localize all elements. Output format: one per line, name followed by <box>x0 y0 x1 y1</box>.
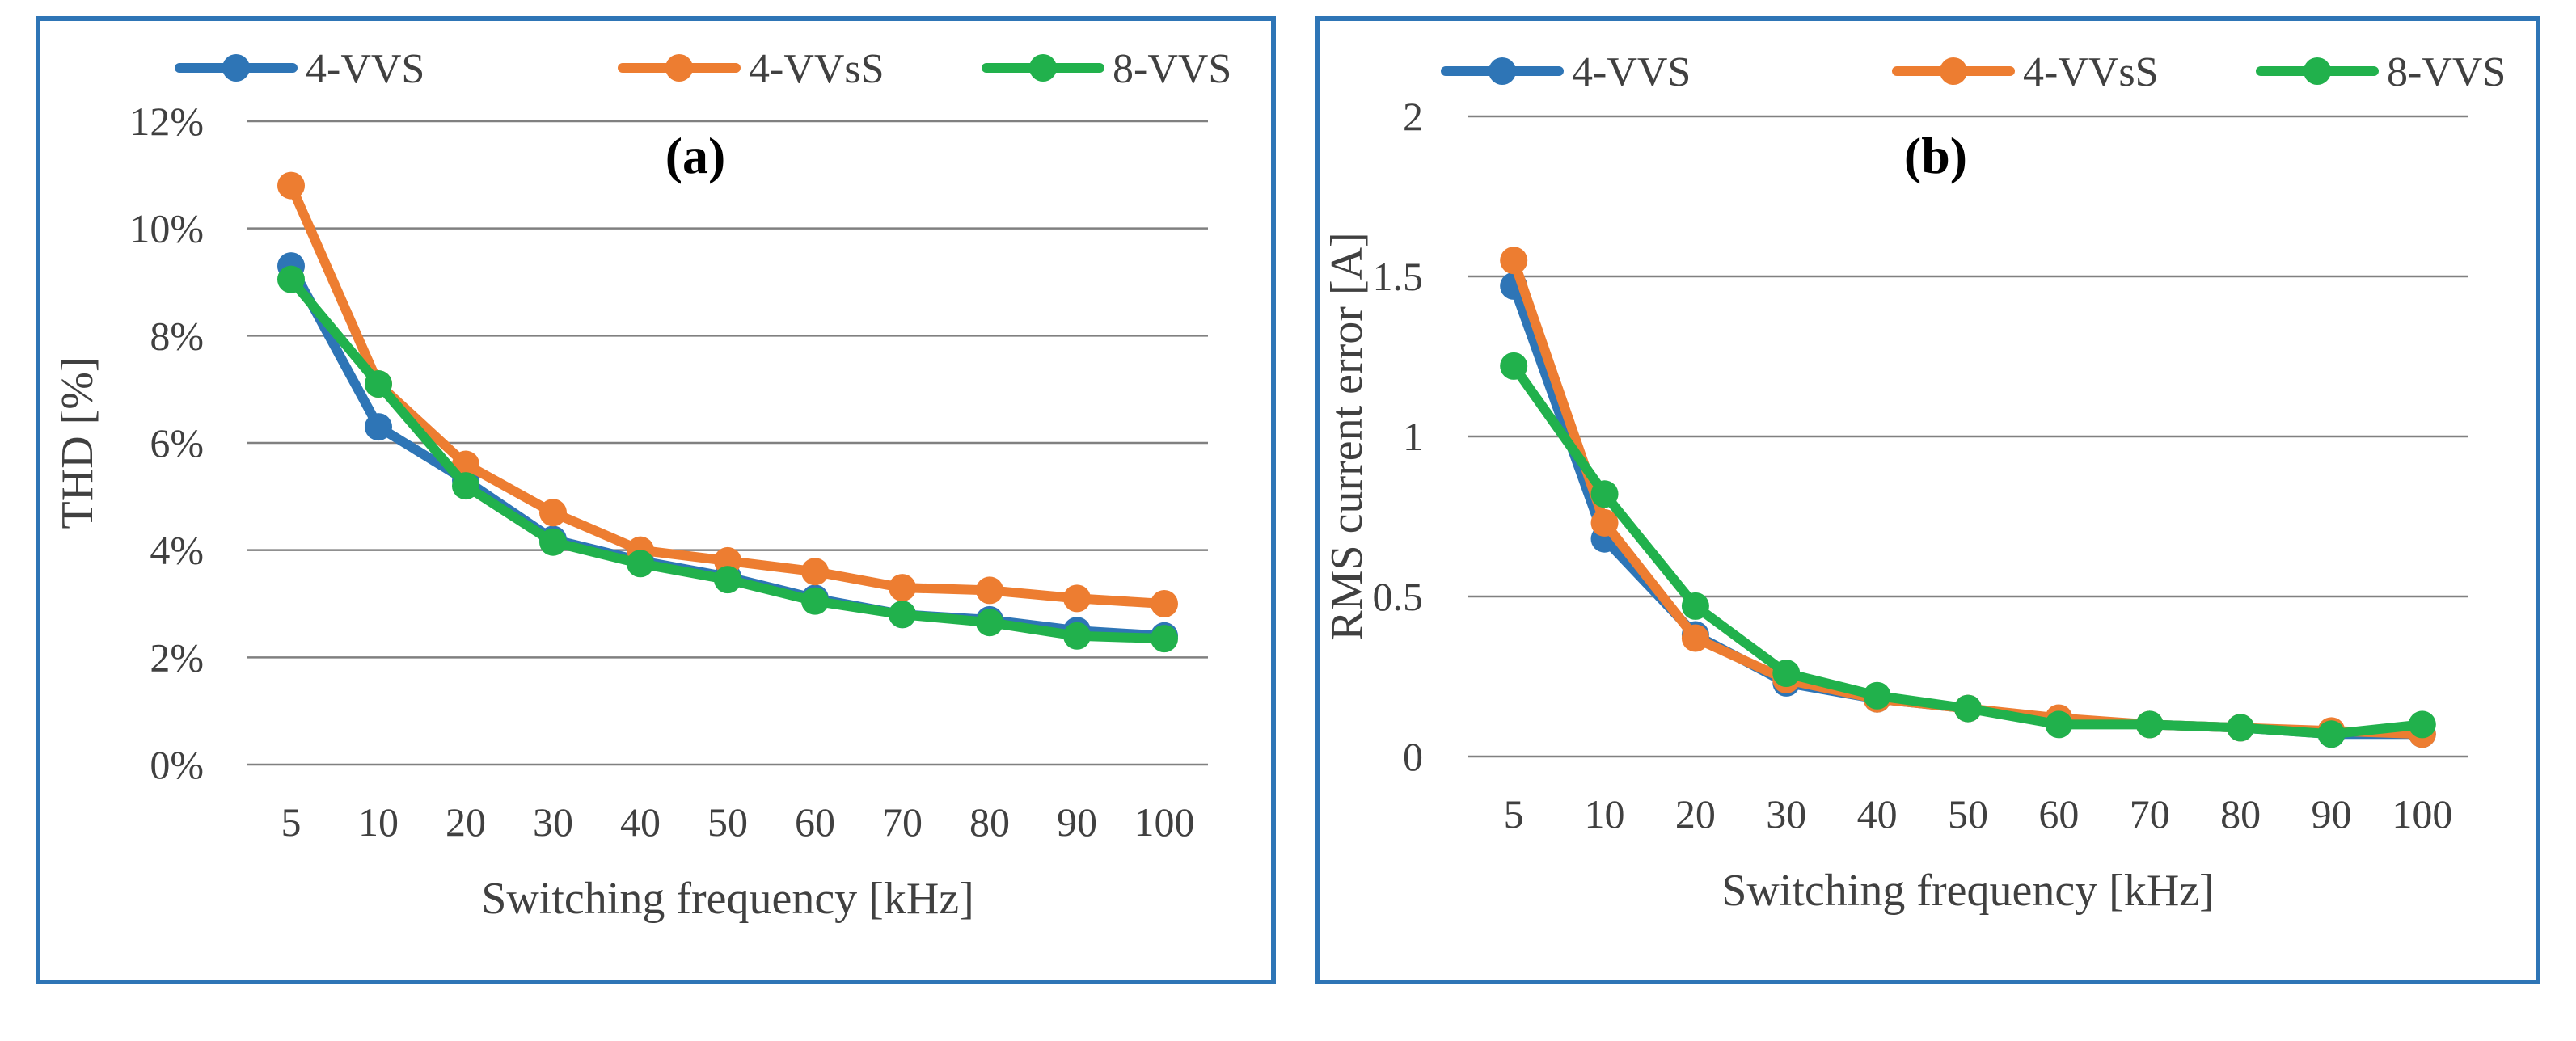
x-tick-label: 60 <box>795 799 835 845</box>
data-point-4-vvs-10 <box>365 413 392 441</box>
data-point-8-vvs-20 <box>452 472 479 500</box>
legend-swatch-marker <box>665 54 693 82</box>
x-tick-label: 5 <box>281 799 302 845</box>
data-point-8-vvs-60 <box>2045 710 2073 739</box>
x-tick-label: 90 <box>1057 799 1097 845</box>
data-point-4-vvss-5 <box>1500 247 1528 275</box>
data-point-4-vvss-100 <box>1151 590 1178 617</box>
data-point-8-vvs-30 <box>539 528 567 556</box>
data-point-8-vvs-90 <box>1063 622 1091 650</box>
legend-label: 8-VVS <box>2387 49 2506 95</box>
data-point-8-vvs-70 <box>889 601 916 629</box>
y-tick-label: 0 <box>1403 734 1423 779</box>
data-point-8-vvs-60 <box>801 587 829 615</box>
legend-label: 4-VVsS <box>749 46 885 92</box>
x-tick-label: 80 <box>2220 791 2261 837</box>
data-point-4-vvss-5 <box>277 171 305 200</box>
data-point-4-vvss-30 <box>539 499 567 527</box>
legend-label: 4-VVS <box>306 46 424 92</box>
y-tick-label: 0.5 <box>1373 574 1424 619</box>
x-tick-label: 70 <box>2130 791 2170 837</box>
data-point-4-vvss-80 <box>976 576 1003 605</box>
panel-label: (b) <box>1904 127 1967 184</box>
y-tick-label: 0% <box>150 742 204 787</box>
series-line-4-vvss <box>1509 255 2427 740</box>
y-axis-title: RMS current error [A] <box>1322 232 1372 640</box>
data-point-8-vvs-30 <box>1772 660 1801 688</box>
data-point-8-vvs-80 <box>2227 714 2255 742</box>
x-tick-label: 40 <box>1857 791 1898 837</box>
data-point-8-vvs-20 <box>1681 592 1709 620</box>
data-point-8-vvs-5 <box>1500 352 1528 380</box>
y-tick-label: 1.5 <box>1373 254 1424 299</box>
series-line-4-vvs <box>1509 280 2427 740</box>
series-line-8-vvs <box>1509 360 2427 740</box>
x-tick-label: 5 <box>1504 791 1524 837</box>
chart-b-canvas: 0 0.5 1 1.5 2 5 10 20 30 40 50 60 70 80 90 100 Switching… <box>1322 49 2506 916</box>
data-point-8-vvs-10 <box>1590 480 1619 508</box>
data-point-4-vvss-20 <box>1681 624 1709 652</box>
x-axis-title: Switching frequency [kHz] <box>1721 866 2215 916</box>
y-tick-label: 2% <box>150 634 204 680</box>
x-tick-label: 10 <box>358 799 399 845</box>
series-line-4-vvss <box>286 180 1169 609</box>
data-point-4-vvss-70 <box>889 574 916 602</box>
x-tick-label: 100 <box>2392 791 2452 837</box>
y-axis-title: THD [%] <box>53 356 103 529</box>
x-tick-label: 50 <box>1948 791 1988 837</box>
x-tick-label: 30 <box>533 799 573 845</box>
legend-swatch-marker <box>1029 54 1057 82</box>
x-tick-label: 40 <box>620 799 661 845</box>
panel-label: (a) <box>665 127 726 184</box>
y-tick-label: 2 <box>1403 94 1423 139</box>
data-point-8-vvs-100 <box>1151 625 1178 653</box>
chart-panel-a: 0% 2% 4% 6% 8% 10% 12% 5 10 20 30 40 50 60 70 80 90 100 Sw… <box>36 16 1276 984</box>
chart-panel-b: 0 0.5 1 1.5 2 5 10 20 30 40 50 60 70 80 90 100 Switching… <box>1315 16 2540 984</box>
y-tick-label: 12% <box>129 99 204 144</box>
data-point-4-vvss-10 <box>1590 508 1619 537</box>
x-tick-label: 20 <box>446 799 486 845</box>
y-tick-label: 1 <box>1403 414 1423 459</box>
legend-swatch-marker <box>1940 57 1967 85</box>
x-axis-title: Switching frequency [kHz] <box>481 874 974 924</box>
data-point-4-vvss-60 <box>801 558 829 586</box>
x-tick-label: 100 <box>1134 799 1195 845</box>
data-point-4-vvss-90 <box>1063 584 1091 613</box>
y-tick-label: 10% <box>129 206 204 251</box>
legend-label: 8-VVS <box>1113 46 1231 92</box>
data-point-8-vvs-10 <box>365 370 392 398</box>
x-tick-label: 90 <box>2311 791 2351 837</box>
x-tick-label: 10 <box>1585 791 1625 837</box>
x-tick-label: 80 <box>969 799 1010 845</box>
y-tick-label: 6% <box>150 420 204 466</box>
x-tick-label: 50 <box>707 799 748 845</box>
x-tick-label: 70 <box>882 799 923 845</box>
x-tick-label: 20 <box>1675 791 1716 837</box>
data-point-8-vvs-50 <box>714 566 741 594</box>
data-point-8-vvs-70 <box>2135 710 2164 739</box>
data-point-8-vvs-5 <box>277 265 305 293</box>
data-point-8-vvs-90 <box>2317 720 2346 748</box>
legend-label: 4-VVsS <box>2023 49 2159 95</box>
legend-swatch-marker <box>222 54 250 82</box>
chart-a-canvas: 0% 2% 4% 6% 8% 10% 12% 5 10 20 30 40 50 60 70 80 90 100 Sw… <box>53 46 1231 924</box>
data-point-8-vvs-40 <box>627 550 654 578</box>
data-point-8-vvs-100 <box>2408 710 2436 739</box>
data-point-8-vvs-40 <box>1863 681 1891 710</box>
y-tick-label: 4% <box>150 528 204 573</box>
legend-label: 4-VVS <box>1572 49 1691 95</box>
legend-swatch-marker <box>2304 57 2331 85</box>
x-tick-label: 30 <box>1766 791 1806 837</box>
y-tick-label: 8% <box>150 313 204 358</box>
data-point-8-vvs-50 <box>1954 694 1982 723</box>
legend-swatch-marker <box>1489 57 1516 85</box>
x-tick-label: 60 <box>2038 791 2079 837</box>
data-point-8-vvs-80 <box>976 609 1003 637</box>
